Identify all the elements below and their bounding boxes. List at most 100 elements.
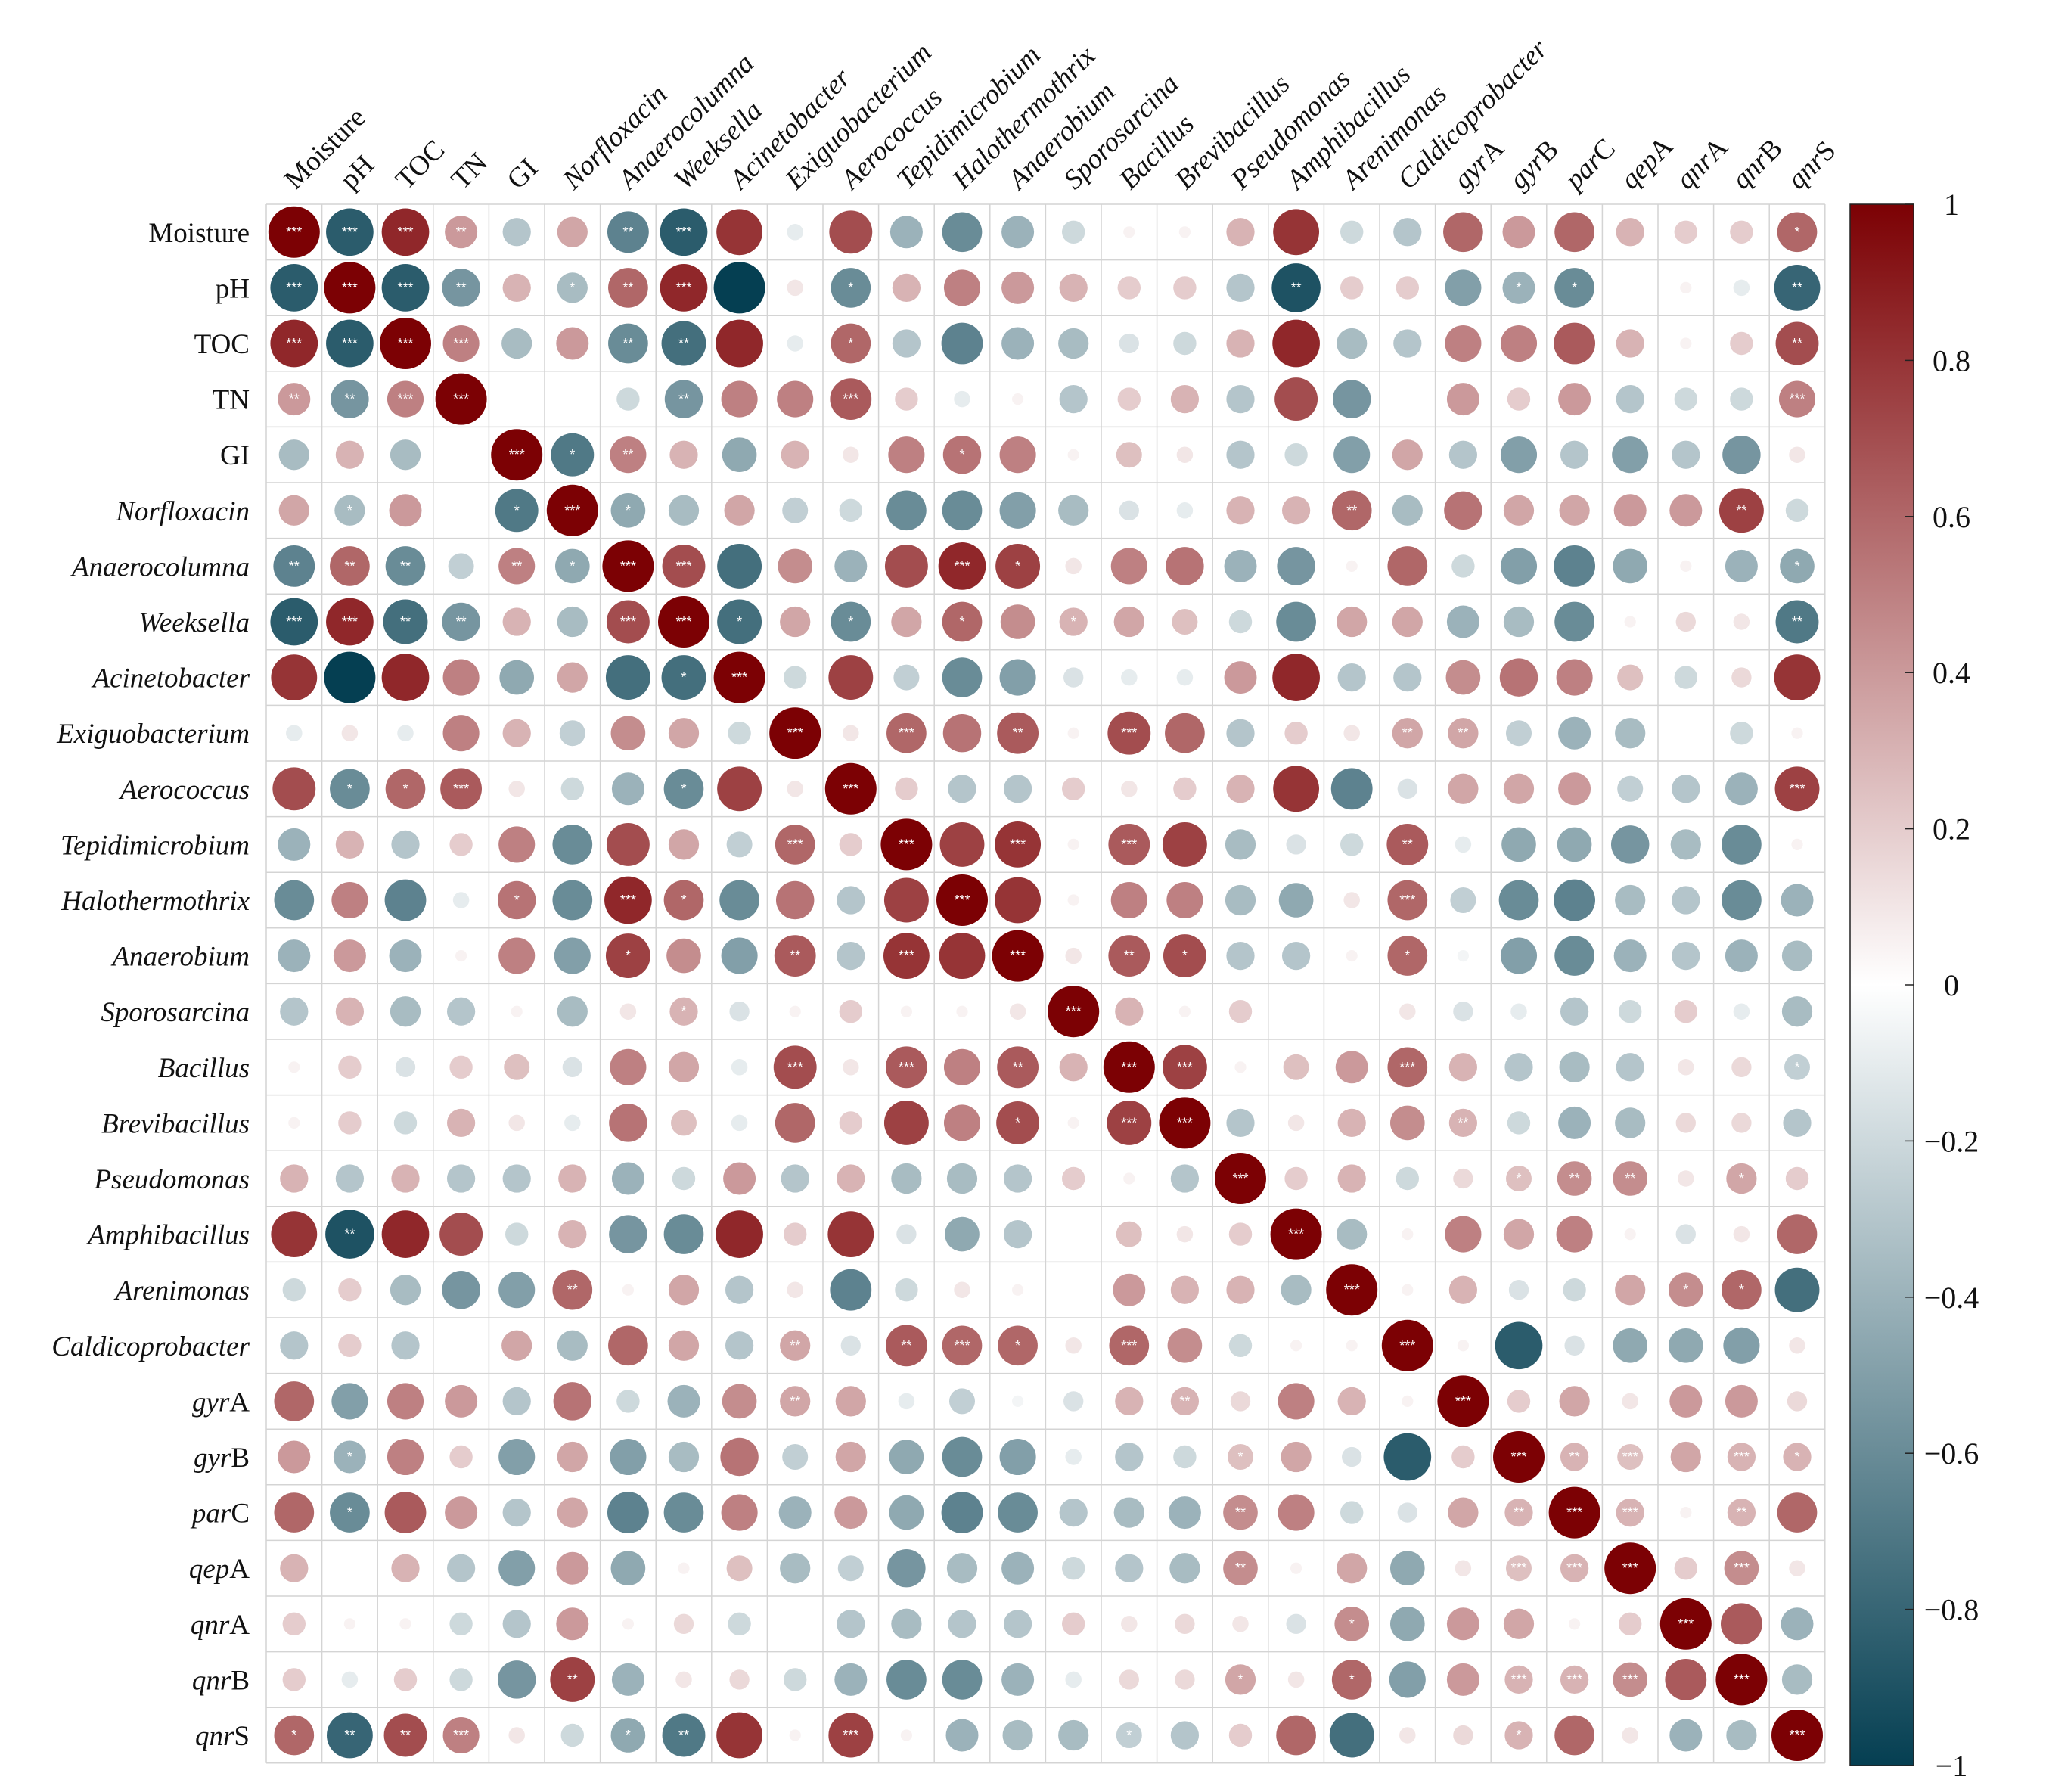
corr-cell (1176, 1225, 1194, 1243)
significance-mark: * (1516, 1728, 1521, 1743)
corr-cell (1272, 319, 1320, 368)
corr-cell (1616, 1498, 1644, 1527)
corr-cell (1672, 775, 1700, 803)
corr-cell (835, 1386, 866, 1417)
corr-cell (722, 1384, 757, 1419)
corr-cell (1173, 276, 1197, 300)
significance-mark: ** (289, 392, 300, 407)
significance-mark: *** (1399, 1338, 1415, 1353)
corr-cell (1337, 1553, 1368, 1584)
row-label: Acinetobacter (90, 663, 250, 694)
corr-cell (1234, 1061, 1247, 1073)
corr-cell (610, 492, 646, 528)
significance-mark: ** (344, 392, 355, 407)
row-label: pH (216, 273, 250, 304)
corr-cell (1780, 548, 1815, 584)
corr-cell (1226, 719, 1255, 747)
corr-cell (1733, 613, 1750, 630)
corr-cell (942, 657, 983, 697)
corr-cell (1455, 1560, 1472, 1576)
corr-cell (1785, 1166, 1809, 1191)
corr-cell (1173, 331, 1197, 356)
corr-cell (1001, 327, 1035, 360)
colorbar-tick-label: 0.8 (1933, 343, 1970, 377)
significance-mark: *** (342, 225, 358, 240)
corr-cell (888, 436, 925, 474)
significance-mark: ** (400, 1728, 411, 1743)
column-label: GI (501, 153, 545, 196)
corr-cell (1284, 721, 1308, 745)
corr-cell (1287, 1114, 1305, 1132)
corr-cell (341, 1671, 359, 1688)
corr-cell (831, 323, 871, 364)
corr-cell (609, 1215, 647, 1253)
corr-cell (943, 269, 981, 306)
corr-cell (1559, 495, 1590, 526)
corr-cell (1616, 1053, 1644, 1082)
corr-cell (1063, 1391, 1084, 1412)
corr-cell (891, 1163, 922, 1194)
corr-cell (1173, 777, 1197, 801)
corr-cell (1061, 1612, 1085, 1636)
significance-mark: * (570, 447, 575, 462)
corr-cell (1283, 1054, 1309, 1080)
corr-cell (1294, 1009, 1299, 1014)
significance-mark: * (1182, 949, 1188, 964)
corr-cell (780, 1553, 811, 1584)
corr-cell (610, 1718, 646, 1753)
corr-cell (502, 1387, 531, 1416)
corr-cell (498, 1550, 536, 1587)
corr-cell (1278, 883, 1314, 918)
corr-cell (1506, 1555, 1532, 1582)
significance-mark: ** (1736, 1505, 1746, 1520)
corr-cell (773, 1045, 817, 1089)
corr-cell (1389, 1551, 1425, 1586)
significance-mark: *** (1121, 1060, 1137, 1075)
significance-mark: *** (675, 280, 691, 295)
corr-cell (1337, 1164, 1366, 1193)
corr-cell (1226, 273, 1255, 303)
significance-mark: *** (1789, 781, 1805, 797)
corr-cell (1557, 827, 1592, 862)
corr-cell (724, 495, 755, 526)
colorbar-tick-label: 0.4 (1933, 656, 1970, 690)
significance-mark: * (347, 1449, 352, 1464)
corr-cell (891, 606, 922, 638)
colorbar-tick-label: 0 (1944, 968, 1959, 1002)
corr-cell (1669, 1384, 1703, 1418)
corr-cell (1061, 1556, 1085, 1580)
corr-cell (1674, 999, 1698, 1023)
corr-cell (508, 1114, 525, 1132)
significance-mark: *** (1622, 1449, 1638, 1464)
corr-cell (570, 397, 575, 402)
corr-cell (1168, 1496, 1201, 1530)
corr-cell (1446, 383, 1479, 416)
corr-cell (1337, 1108, 1366, 1138)
significance-mark: *** (620, 558, 636, 573)
corr-cell (1176, 446, 1194, 463)
significance-mark: *** (620, 614, 636, 629)
significance-mark: * (1126, 1728, 1132, 1743)
corr-cell (1781, 1664, 1813, 1695)
corr-cell (1674, 387, 1698, 411)
corr-cell (900, 1005, 913, 1017)
corr-cell (609, 1104, 647, 1142)
significance-mark: ** (1458, 725, 1468, 741)
corr-cell (1568, 1618, 1581, 1630)
significance-mark: *** (286, 225, 302, 240)
corr-cell (335, 830, 365, 859)
corr-cell (1499, 658, 1538, 697)
significance-mark: ** (1458, 1115, 1468, 1130)
significance-mark: *** (564, 503, 580, 518)
corr-cell (1223, 1495, 1258, 1530)
corr-cell (780, 1386, 811, 1417)
row-label: Tepidimicrobium (61, 830, 250, 861)
corr-cell (1675, 611, 1696, 632)
corr-cell (938, 542, 986, 590)
significance-mark: ** (344, 558, 355, 573)
significance-mark: *** (453, 781, 469, 797)
corr-cell (389, 494, 422, 527)
corr-cell (1117, 387, 1141, 411)
corr-cell (338, 1111, 362, 1135)
